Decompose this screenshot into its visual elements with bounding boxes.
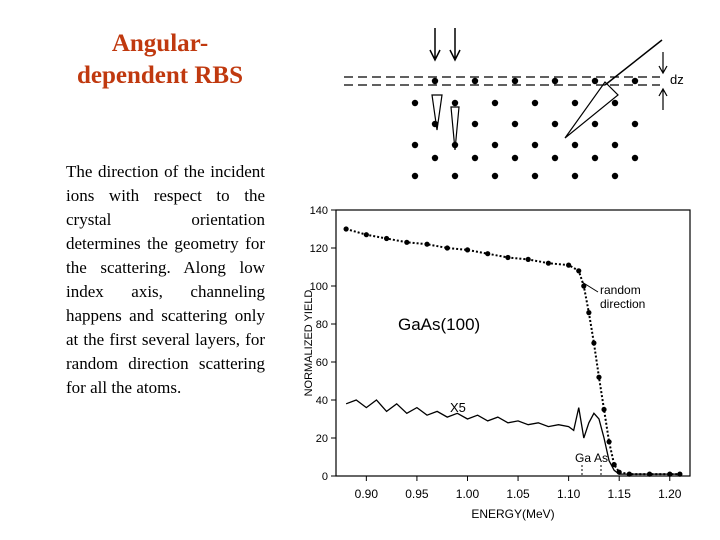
- lattice-atom: [471, 154, 479, 162]
- random-direction-label-2: direction: [600, 297, 645, 311]
- random-point: [591, 340, 597, 346]
- rbs-spectrum-chart: 0.90 0.95 1.00 1.05 1.10 1.15 1.20 0 20 40 60 80 100…: [303, 205, 691, 521]
- y-tick-label: 140: [310, 205, 328, 217]
- lattice-atom: [571, 172, 579, 180]
- slide-title: Angular- dependent RBS: [40, 28, 280, 92]
- lattice-atom: [511, 120, 519, 128]
- title-line-1: Angular-: [111, 30, 209, 57]
- y-tick-label: 40: [316, 395, 328, 407]
- random-direction-label-1: random: [600, 283, 641, 297]
- description-paragraph: The direction of the incident ions with …: [66, 162, 265, 397]
- x-tick-label: 1.20: [658, 487, 682, 501]
- sample-label: GaAs(100): [398, 315, 480, 334]
- random-point: [444, 245, 450, 251]
- x-tick-label: 1.00: [456, 487, 480, 501]
- lattice-atom: [551, 154, 559, 162]
- y-tick-label: 20: [316, 433, 328, 445]
- lattice-atom: [631, 77, 639, 85]
- x-axis-label: ENERGY(MeV): [471, 507, 554, 521]
- random-point: [485, 251, 491, 257]
- x-tick-label: 1.10: [557, 487, 581, 501]
- lattice-atom: [491, 141, 499, 149]
- y-tick-label: 80: [316, 319, 328, 331]
- lattice-atom: [451, 141, 459, 149]
- lattice-atom: [531, 141, 539, 149]
- x-tick-label: 1.05: [506, 487, 530, 501]
- lattice-atom: [591, 154, 599, 162]
- channeling-schematic: dz: [344, 28, 684, 151]
- channeled-series-line: [345, 399, 680, 475]
- x-tick-label: 0.90: [355, 487, 379, 501]
- crystal-lattice: [411, 77, 639, 180]
- random-series-line: [345, 228, 680, 476]
- lattice-atom: [591, 77, 599, 85]
- random-point: [424, 241, 430, 247]
- lattice-atom: [511, 154, 519, 162]
- random-shadow-cone: [564, 81, 619, 139]
- lattice-atom: [451, 99, 459, 107]
- dz-marker: [658, 52, 668, 110]
- as-edge-label: As: [594, 451, 608, 465]
- random-point: [601, 406, 607, 413]
- x-tick-label: 0.95: [405, 487, 429, 501]
- lattice-atom: [611, 141, 619, 149]
- lattice-atom: [611, 172, 619, 180]
- shadow-cone-right: [450, 106, 460, 151]
- lattice-atom: [631, 120, 639, 128]
- y-tick-label: 0: [322, 471, 328, 483]
- series-random: [343, 226, 683, 477]
- lattice-atom: [491, 99, 499, 107]
- lattice-atom: [571, 141, 579, 149]
- lattice-atom: [451, 172, 459, 180]
- lattice-atom: [471, 77, 479, 85]
- lattice-atom: [411, 172, 419, 180]
- lattice-atom: [571, 99, 579, 107]
- lattice-atom: [511, 77, 519, 85]
- x5-label: X5: [450, 400, 466, 415]
- random-pointer: [581, 281, 599, 293]
- lattice-atom: [491, 172, 499, 180]
- beam-arrow-right: [449, 28, 461, 62]
- ga-edge-label: Ga: [575, 451, 591, 465]
- lattice-atom: [471, 120, 479, 128]
- lattice-atom: [551, 120, 559, 128]
- random-point: [404, 239, 410, 245]
- random-beam-line: [604, 39, 663, 86]
- lattice-atom: [411, 99, 419, 107]
- dz-label: dz: [670, 72, 684, 87]
- lattice-atom: [531, 172, 539, 180]
- y-tick-label: 60: [316, 357, 328, 369]
- plot-frame: [335, 209, 691, 477]
- x-tick-label: 1.15: [608, 487, 632, 501]
- lattice-atom: [431, 154, 439, 162]
- y-tick-label: 100: [310, 281, 328, 293]
- y-axis-label: NORMALIZED YIELD: [303, 290, 315, 397]
- shadow-cone-left: [431, 94, 443, 131]
- lattice-atom: [411, 141, 419, 149]
- lattice-atom: [431, 120, 439, 128]
- lattice-atom: [591, 120, 599, 128]
- lattice-atom: [611, 99, 619, 107]
- lattice-atom: [551, 77, 559, 85]
- lattice-atom: [631, 154, 639, 162]
- lattice-atom: [531, 99, 539, 107]
- beam-arrow-left: [429, 28, 441, 62]
- lattice-atom: [431, 77, 439, 85]
- y-tick-label: 120: [310, 243, 328, 255]
- title-line-2: dependent RBS: [76, 62, 243, 89]
- random-point: [464, 247, 471, 253]
